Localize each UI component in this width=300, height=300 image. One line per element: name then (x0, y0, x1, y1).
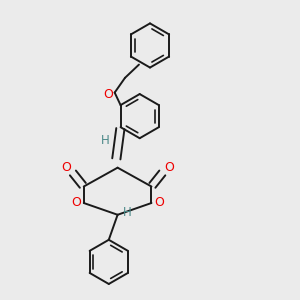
Text: O: O (103, 88, 113, 100)
Text: O: O (154, 196, 164, 209)
Text: O: O (61, 161, 71, 174)
Text: O: O (164, 161, 174, 174)
Text: H: H (101, 134, 110, 147)
Text: O: O (71, 196, 81, 209)
Text: H: H (123, 206, 131, 219)
